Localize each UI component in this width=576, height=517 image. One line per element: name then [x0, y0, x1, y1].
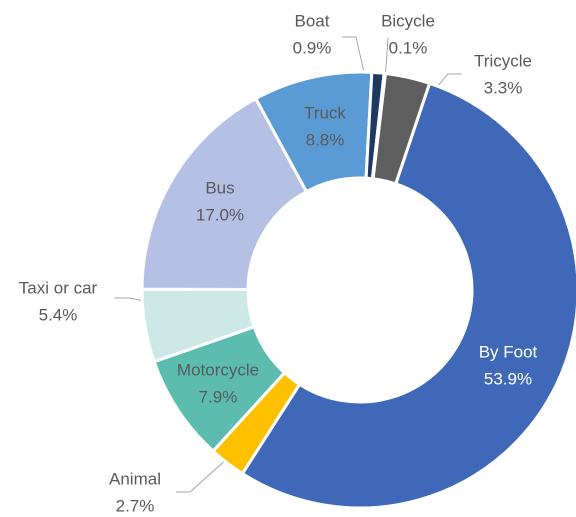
slice: [371, 71, 432, 186]
value-label: 0.9%: [293, 38, 332, 57]
slice-label: Bus: [205, 178, 234, 197]
value-label: 7.9%: [199, 387, 238, 406]
slice-label: Tricycle: [474, 51, 532, 70]
slice-label: Motorcycle: [177, 360, 259, 379]
slice: [140, 96, 309, 292]
leader-line: [176, 457, 229, 493]
value-label: 53.9%: [484, 369, 532, 388]
slice-label: Truck: [304, 103, 346, 122]
value-label: 0.1%: [389, 38, 428, 57]
slice-label: By Foot: [479, 342, 538, 361]
slice-label: Boat: [295, 11, 330, 30]
slice-label: Bicycle: [381, 11, 435, 30]
slice: [240, 81, 576, 510]
slice-label: Taxi or car: [19, 278, 98, 297]
value-label: 5.4%: [39, 305, 78, 324]
value-label: 2.7%: [116, 496, 155, 515]
slice-label: Animal: [109, 469, 161, 488]
value-label: 8.8%: [306, 130, 345, 149]
value-label: 3.3%: [484, 78, 523, 97]
value-label: 17.0%: [196, 205, 244, 224]
